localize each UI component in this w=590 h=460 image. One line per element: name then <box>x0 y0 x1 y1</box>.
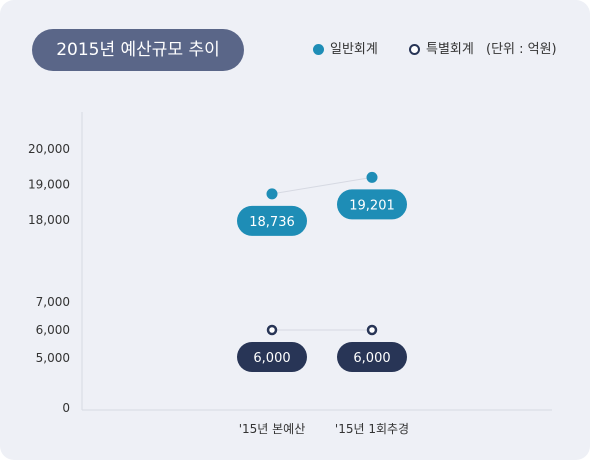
x-tick-label: '15년 1회추경 <box>335 422 409 436</box>
legend-general-marker <box>313 44 324 55</box>
legend-special-marker <box>409 44 420 55</box>
y-tick-label: 19,000 <box>28 178 70 192</box>
legend-special-label: 특별회계 <box>426 42 474 57</box>
y-tick-label: 20,000 <box>28 142 70 156</box>
series-line <box>271 176 373 195</box>
data-label: 18,736 <box>249 215 295 230</box>
chart-title: 2015년 예산규모 추이 <box>32 29 244 71</box>
y-tick-label: 7,000 <box>36 295 70 309</box>
y-tick-label: 18,000 <box>28 213 70 227</box>
legend-general: 일반회계 <box>313 42 378 58</box>
data-label-pill <box>237 342 307 372</box>
data-label: 6,000 <box>253 351 290 366</box>
y-tick-label: 6,000 <box>36 323 70 337</box>
y-tick-label: 5,000 <box>36 351 70 365</box>
legend-general-label: 일반회계 <box>330 42 378 57</box>
data-label-pill <box>337 189 407 220</box>
data-point <box>266 188 278 200</box>
data-label-pill <box>237 205 307 236</box>
data-label-pill <box>337 342 407 372</box>
data-point <box>366 171 378 183</box>
data-label: 19,201 <box>349 198 395 213</box>
legend-special: 특별회계 <box>409 42 474 58</box>
data-label: 6,000 <box>353 351 390 366</box>
data-point <box>266 324 278 336</box>
unit-label: (단위 : 억원) <box>486 42 557 57</box>
x-tick-label: '15년 본예산 <box>239 422 306 436</box>
data-point <box>366 324 378 336</box>
y-tick-label: 0 <box>62 401 70 415</box>
